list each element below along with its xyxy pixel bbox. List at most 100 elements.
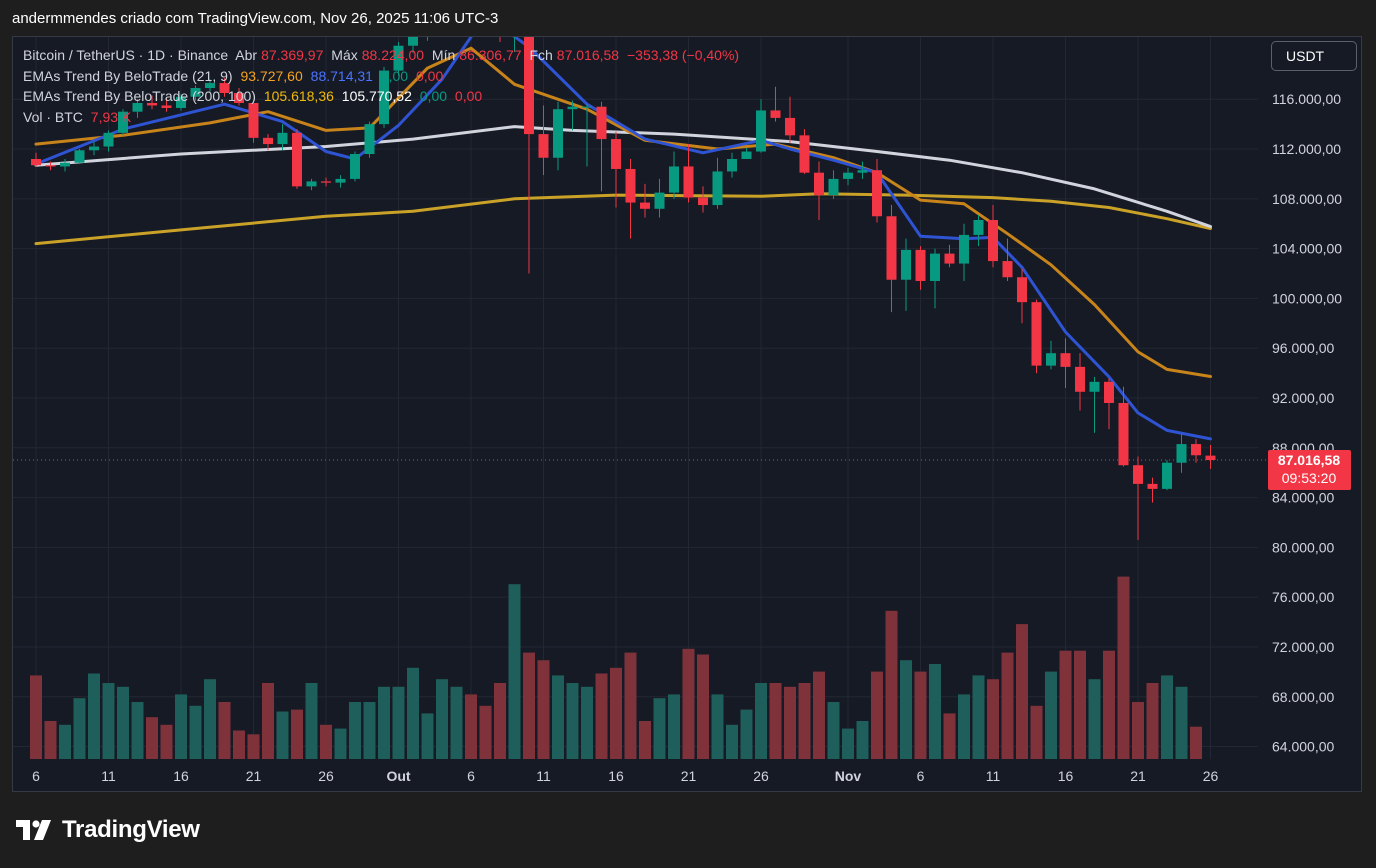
candle-down: [1017, 277, 1027, 303]
chart-area[interactable]: 116.000,00 112.000,00 108.000,00 104.000,00…: [12, 36, 1362, 792]
volume-bar: [552, 675, 564, 759]
volume-bar: [726, 724, 738, 759]
volume-bar: [1059, 650, 1072, 759]
y-tick-label: 84.000,00: [1272, 490, 1334, 506]
candle-down: [886, 216, 897, 280]
x-tick-label: Out: [386, 768, 410, 784]
volume-bar: [972, 675, 985, 759]
y-tick-label: 100.000,00: [1272, 290, 1342, 306]
volume-bar: [1175, 686, 1188, 759]
candle-down: [1147, 483, 1158, 489]
volume-bar: [189, 705, 202, 759]
candle-down: [698, 197, 708, 206]
candle-down: [915, 249, 926, 281]
legend-open-value: 87.369,97: [261, 47, 324, 63]
legend-open-label: Abr: [235, 47, 258, 63]
volume-bar: [175, 694, 187, 759]
candle-up: [364, 124, 375, 155]
volume-bar: [479, 705, 492, 759]
candle-up: [393, 45, 404, 71]
candle-down: [45, 165, 56, 167]
volume-bar: [755, 683, 767, 759]
candle-down: [944, 253, 955, 264]
candle-down: [1133, 465, 1143, 484]
y-tick-label: 108.000,00: [1272, 191, 1342, 207]
price-chart[interactable]: 116.000,00 112.000,00 108.000,00 104.000,00…: [13, 37, 1362, 792]
legend-ema-fast-name[interactable]: EMAs Trend By BeloTrade (21, 9): [23, 67, 233, 84]
candle-up: [959, 234, 969, 264]
volume-bar: [740, 709, 753, 759]
candle-up: [843, 172, 853, 179]
candle-down: [1205, 455, 1216, 461]
volume-bar: [44, 721, 57, 759]
volume-bar: [769, 683, 782, 759]
volume-bar: [1016, 624, 1028, 759]
volume-bar: [697, 654, 709, 759]
legend-volume-row: Vol · BTC 7,93 K: [23, 107, 743, 128]
volume-bar: [131, 702, 144, 759]
x-tick-label: Nov: [835, 768, 862, 784]
candle-up: [350, 154, 360, 179]
legend-volume-name[interactable]: Vol · BTC: [23, 108, 83, 125]
volume-bar: [639, 721, 651, 759]
volume-bar: [595, 673, 608, 759]
volume-bar: [349, 702, 361, 759]
x-tick-label: 21: [246, 768, 262, 784]
legend-symbol[interactable]: Bitcoin / TetherUS · 1D · Binance: [23, 47, 229, 63]
volume-bar: [233, 730, 245, 759]
tradingview-logo: TradingView: [16, 816, 200, 844]
tradingview-logo-icon: [16, 820, 51, 840]
axis-layer: 116.000,00 112.000,00 108.000,00 104.000,00…: [13, 91, 1351, 784]
volume-bar: [247, 734, 260, 759]
volume-bar: [1132, 702, 1144, 759]
y-tick-label: 116.000,00: [1272, 91, 1341, 107]
volume-bar: [1088, 679, 1101, 759]
legend-ema-fast-v1: 93.727,60: [240, 67, 303, 84]
currency-button[interactable]: USDT: [1271, 41, 1357, 71]
volume-bar: [958, 694, 970, 759]
volume-bar: [204, 679, 216, 759]
volume-bar: [885, 610, 898, 759]
volume-bar: [943, 713, 956, 759]
candle-up: [1046, 353, 1056, 366]
legend-volume-value: 7,93 K: [90, 108, 132, 125]
candle-up: [741, 151, 752, 159]
volume-bar: [218, 702, 231, 759]
candle-down: [1060, 353, 1071, 367]
legend-ohlc-row: Bitcoin / TetherUS · 1D · Binance Abr 87.…: [23, 45, 743, 66]
candle-down: [1031, 302, 1042, 366]
volume-bar: [320, 724, 332, 759]
volume-bar: [1190, 726, 1202, 759]
legend-ema-fast-v3: 0,00: [380, 67, 409, 84]
legend-ema-slow-v3: 0,00: [419, 88, 448, 104]
volume-bar: [102, 683, 115, 759]
volume-bar: [1161, 675, 1173, 759]
legend-ema-fast-v2: 88.714,31: [310, 67, 373, 84]
legend-ema-slow-v1: 105.618,36: [263, 88, 334, 104]
legend-ema-slow-name[interactable]: EMAs Trend By BeloTrade (200, 100): [23, 88, 256, 104]
volume-bar: [987, 679, 999, 759]
candle-up: [277, 132, 288, 145]
candle-down: [625, 168, 636, 203]
candle-down: [872, 170, 882, 217]
candle-down: [683, 166, 694, 198]
chart-legend: Bitcoin / TetherUS · 1D · Binance Abr 87.…: [23, 45, 743, 127]
y-tick-label: 96.000,00: [1272, 340, 1334, 356]
x-tick-label: 6: [467, 768, 475, 784]
volume-bar: [465, 694, 477, 759]
candle-down: [292, 132, 302, 187]
x-tick-label: 16: [173, 768, 189, 784]
candle-down: [31, 158, 41, 166]
volume-bar: [450, 686, 463, 759]
candle-down: [248, 102, 259, 138]
ema-200-line: [34, 192, 1212, 246]
candle-up: [1089, 381, 1100, 392]
x-tick-label: 21: [1130, 768, 1146, 784]
candle-up: [408, 37, 418, 46]
legend-high-value: 88.224,00: [361, 47, 425, 63]
candle-down: [596, 106, 607, 140]
last-price-label: 87.016,58: [1278, 452, 1340, 468]
volume-bar: [914, 671, 927, 759]
volume-bar: [653, 698, 666, 759]
volume-bar: [610, 667, 622, 759]
